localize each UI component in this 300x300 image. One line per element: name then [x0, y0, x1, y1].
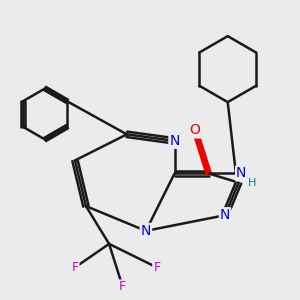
- Text: N: N: [169, 134, 180, 148]
- Text: N: N: [220, 208, 230, 222]
- Text: F: F: [119, 280, 126, 293]
- Text: N: N: [141, 224, 151, 238]
- Text: O: O: [190, 123, 200, 137]
- Text: F: F: [153, 261, 161, 274]
- Text: N: N: [236, 167, 247, 181]
- Text: H: H: [248, 178, 256, 188]
- Text: F: F: [71, 261, 79, 274]
